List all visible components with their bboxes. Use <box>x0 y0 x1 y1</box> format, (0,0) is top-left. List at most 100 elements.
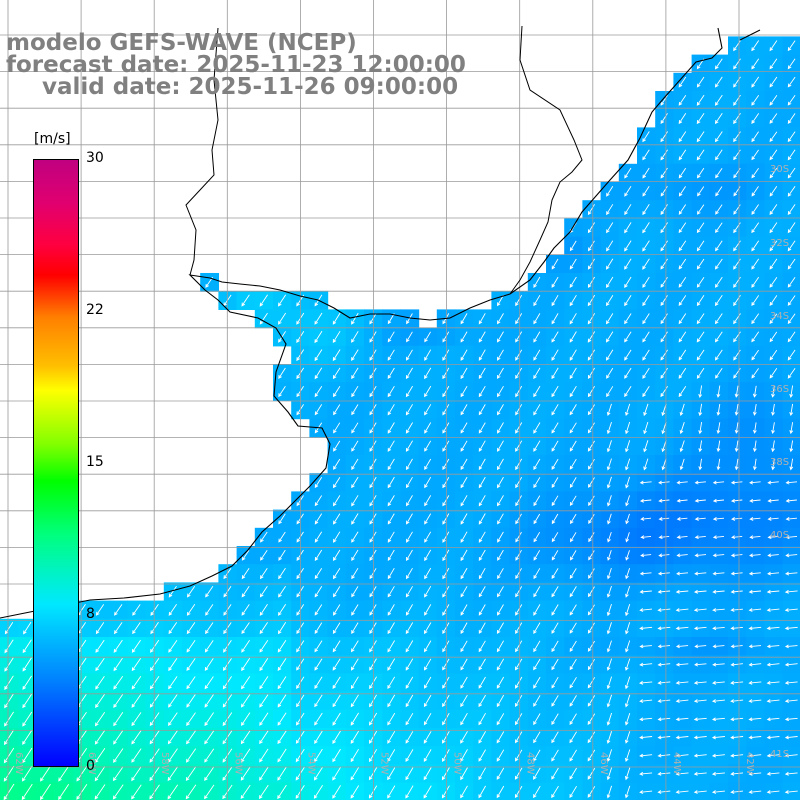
wind-arrow <box>769 276 778 288</box>
wind-arrow <box>587 313 596 325</box>
wind-arrow <box>259 294 268 307</box>
wind-arrow <box>624 185 632 197</box>
wind-arrow <box>606 240 614 252</box>
wind-arrow <box>605 258 614 270</box>
wind-arrow <box>478 313 486 325</box>
wind-arrow <box>625 513 630 525</box>
wind-arrow <box>693 735 707 740</box>
wind-arrow <box>606 622 612 635</box>
wind-arrow <box>748 571 761 576</box>
wind-arrow <box>766 790 780 794</box>
wind-arrow <box>624 240 632 252</box>
wind-arrow <box>569 658 577 671</box>
wind-arrow <box>696 258 705 270</box>
wind-arrow <box>406 476 413 489</box>
wind-arrow <box>639 735 653 740</box>
wind-arrow <box>168 694 178 708</box>
wind-arrow <box>785 498 797 503</box>
wind-arrow <box>496 731 505 744</box>
wind-arrow <box>259 586 268 598</box>
wind-arrow <box>478 531 486 543</box>
wind-arrow <box>23 621 32 635</box>
wind-arrow <box>405 640 414 653</box>
wind-arrow <box>405 658 414 671</box>
wind-arrow <box>314 640 323 653</box>
wind-arrow <box>642 131 650 143</box>
wind-arrow <box>624 386 632 398</box>
wind-arrow <box>624 712 631 726</box>
wind-arrow <box>113 622 123 635</box>
wind-arrow <box>678 276 687 288</box>
wind-arrow <box>186 730 196 745</box>
wind-arrow <box>406 331 413 343</box>
wind-arrow <box>259 730 269 745</box>
latitude-label: 38S <box>770 457 789 468</box>
wind-arrow <box>351 549 359 562</box>
wind-arrow <box>460 586 468 598</box>
wind-arrow <box>533 604 541 616</box>
coastline <box>0 27 723 619</box>
wind-arrow <box>730 589 743 594</box>
wind-arrow <box>734 385 739 398</box>
wind-arrow <box>497 513 504 525</box>
wind-arrow <box>405 385 413 398</box>
wind-arrow <box>661 458 667 471</box>
model-title: modelo GEFS-WAVE (NCEP) <box>6 30 357 56</box>
wind-arrow <box>715 186 723 197</box>
wind-arrow <box>639 644 652 649</box>
wind-arrow <box>698 385 703 399</box>
wind-arrow <box>730 735 744 740</box>
wind-arrow <box>533 404 541 416</box>
wind-arrow <box>787 204 796 215</box>
wind-arrow <box>587 731 596 744</box>
wind-arrow <box>675 771 689 776</box>
wind-arrow <box>185 748 197 763</box>
wind-arrow <box>113 657 123 672</box>
wind-arrow <box>569 276 577 289</box>
wind-arrow <box>387 586 395 598</box>
wind-arrow <box>675 680 689 685</box>
wind-arrow <box>752 385 757 398</box>
wind-arrow <box>712 608 725 612</box>
wind-arrow <box>496 785 505 799</box>
wind-arrow <box>424 549 432 562</box>
wind-arrow <box>643 403 649 417</box>
wind-arrow <box>240 730 251 745</box>
wind-arrow <box>784 608 798 612</box>
wind-arrow <box>314 549 323 561</box>
wind-arrow <box>587 695 596 707</box>
valid-date: valid date: 2025-11-26 09:00:00 <box>42 74 459 100</box>
wind-arrow <box>551 749 559 762</box>
wind-arrow <box>748 717 762 722</box>
wind-arrow <box>731 535 743 540</box>
wind-arrow <box>569 695 577 707</box>
wind-arrow <box>642 186 650 197</box>
wind-arrow <box>675 662 689 667</box>
wind-arrow <box>624 676 631 690</box>
wind-arrow <box>515 349 523 361</box>
wind-arrow <box>676 535 688 540</box>
wind-arrow <box>551 294 559 307</box>
wind-arrow <box>606 495 612 507</box>
wind-arrow <box>714 76 723 88</box>
wind-arrow <box>277 766 287 781</box>
wind-arrow <box>351 385 359 398</box>
wind-arrow <box>497 586 504 598</box>
wind-arrow <box>624 331 632 343</box>
wind-arrow <box>569 532 577 543</box>
wind-arrow <box>350 640 359 653</box>
wind-arrow <box>693 680 707 685</box>
wind-arrow <box>478 749 486 762</box>
wind-arrow <box>533 495 541 507</box>
wind-arrow <box>332 748 341 763</box>
wind-arrow <box>95 604 105 616</box>
wind-arrow <box>204 712 214 727</box>
wind-arrow <box>4 693 14 709</box>
wind-arrow <box>657 662 671 667</box>
wind-arrow <box>694 535 706 540</box>
wind-arrow <box>551 385 559 398</box>
wind-arrow <box>515 513 522 525</box>
wind-arrow <box>314 586 323 598</box>
wind-arrow <box>642 386 650 398</box>
